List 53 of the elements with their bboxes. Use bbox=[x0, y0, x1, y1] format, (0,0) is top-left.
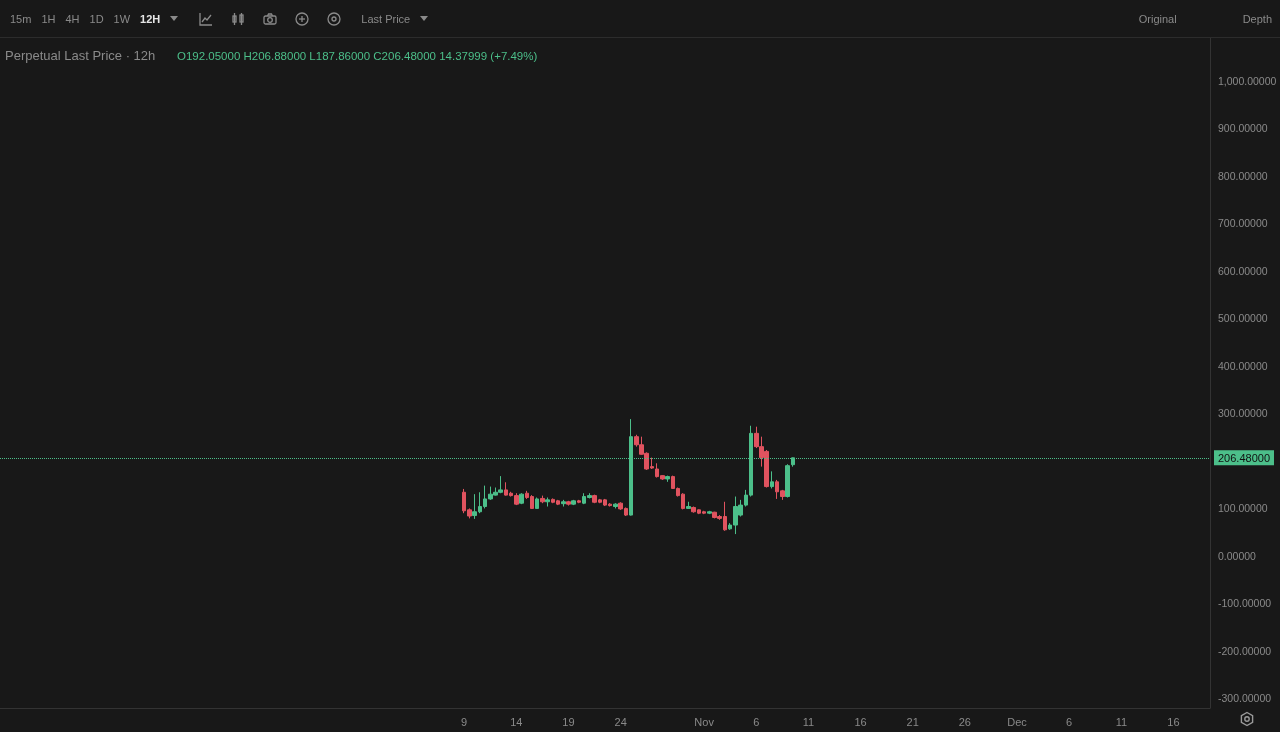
candlestick bbox=[770, 470, 774, 489]
candlestick bbox=[561, 499, 566, 508]
x-tick-label: 6 bbox=[1066, 715, 1073, 728]
x-tick-label: 14 bbox=[510, 715, 523, 728]
text: O192.05000 H206.88000 L187.86000 C206.48000 14.37999 (+7.49%) bbox=[177, 50, 538, 62]
candlestick bbox=[707, 510, 712, 515]
candlestick bbox=[519, 492, 524, 505]
x-tick-label: Nov bbox=[694, 715, 715, 728]
y-tick-label: 300.00000 bbox=[1218, 407, 1268, 420]
text: 1D bbox=[89, 12, 104, 25]
x-tick-label: 11 bbox=[802, 715, 815, 728]
y-tick-label: -300.00000 bbox=[1218, 692, 1272, 705]
x-tick-label: 6 bbox=[753, 715, 760, 728]
x-tick-label: 16 bbox=[854, 715, 867, 728]
candlestick bbox=[665, 475, 670, 483]
y-tick-label: 900.00000 bbox=[1218, 122, 1268, 135]
y-tick-label: 600.00000 bbox=[1218, 264, 1268, 277]
x-tick-label: 11 bbox=[1115, 715, 1128, 728]
y-tick-label: 700.00000 bbox=[1218, 217, 1268, 230]
y-tick-label: 800.00000 bbox=[1218, 169, 1268, 182]
candlestick bbox=[535, 497, 539, 510]
candlestick bbox=[577, 499, 581, 504]
x-tick-label: 24 bbox=[614, 715, 627, 728]
x-tick-label: 16 bbox=[1167, 715, 1180, 728]
y-tick-label: -100.00000 bbox=[1218, 597, 1272, 610]
x-tick-label: Dec bbox=[1007, 715, 1028, 728]
text: Perpetual Last Price · 12h bbox=[5, 48, 156, 63]
x-tick-label: 19 bbox=[562, 715, 575, 728]
candlestick bbox=[566, 500, 571, 507]
candlestick bbox=[785, 463, 790, 498]
text: 12H bbox=[140, 12, 161, 25]
candlestick bbox=[545, 497, 550, 508]
text: Last Price bbox=[361, 12, 411, 25]
y-tick-label: 400.00000 bbox=[1218, 359, 1268, 372]
ref-line-label: 206.48000 bbox=[1218, 451, 1270, 464]
text: 1H bbox=[41, 12, 56, 25]
y-tick-label: 1,000.00000 bbox=[1218, 74, 1277, 87]
y-tick-label: 0.00000 bbox=[1218, 549, 1257, 562]
candlestick bbox=[571, 499, 576, 506]
y-tick-label: 500.00000 bbox=[1218, 312, 1268, 325]
text: 15m bbox=[10, 12, 32, 25]
text: 1W bbox=[113, 12, 131, 25]
y-tick-label: -200.00000 bbox=[1218, 644, 1272, 657]
x-tick-label: 26 bbox=[958, 715, 971, 728]
text: Depth bbox=[1242, 12, 1272, 25]
text: 4H bbox=[65, 12, 80, 25]
candlestick bbox=[540, 495, 545, 504]
candlestick bbox=[686, 501, 691, 510]
x-tick-label: 9 bbox=[461, 715, 468, 728]
text: Original bbox=[1138, 12, 1177, 25]
x-tick-label: 21 bbox=[906, 715, 919, 728]
candlestick bbox=[613, 502, 618, 509]
y-tick-label: 100.00000 bbox=[1218, 502, 1268, 515]
